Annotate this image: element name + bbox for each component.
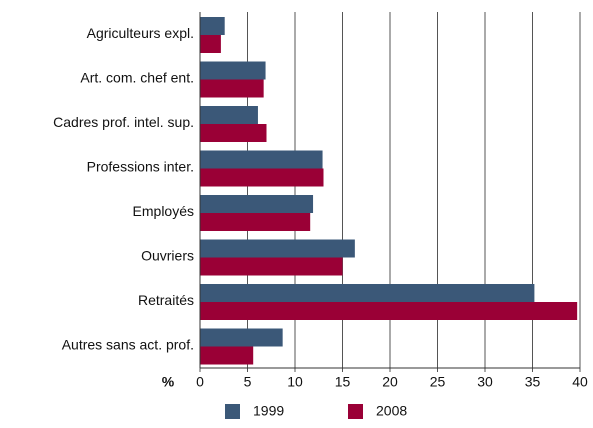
y-tick-label: Cadres prof. intel. sup. [53,114,194,130]
bar [200,328,283,347]
x-axis-label: % [162,374,175,390]
x-tick-label: 35 [525,374,541,390]
bar [200,302,578,320]
bar [200,17,225,35]
bar [200,284,535,302]
bar [200,106,258,124]
x-tick-label: 20 [382,374,398,390]
bar [200,168,324,187]
bar [200,150,323,169]
y-tick-label: Retraités [138,292,194,308]
bar [200,195,314,213]
bar [200,61,266,80]
bar [200,35,221,53]
x-tick-label: 10 [287,374,303,390]
x-tick-label: 15 [335,374,351,390]
legend-label: 1999 [253,403,284,419]
legend-swatch [348,404,363,419]
legend-label: 2008 [376,403,407,419]
bar [200,79,264,98]
bar [200,124,267,142]
y-tick-label: Employés [133,203,194,219]
y-tick-label: Professions inter. [87,158,194,174]
x-tick-label: 40 [572,374,588,390]
x-tick-label: 0 [196,374,204,390]
y-tick-label: Agriculteurs expl. [87,25,194,41]
bar [200,213,311,231]
x-tick-label: 5 [244,374,252,390]
bar [200,346,254,365]
bar [200,239,355,258]
y-tick-label: Ouvriers [141,247,194,263]
bar [200,257,343,276]
y-tick-label: Art. com. chef ent. [80,69,194,85]
x-tick-label: 30 [477,374,493,390]
y-tick-label: Autres sans act. prof. [62,336,194,352]
x-tick-label: 25 [430,374,446,390]
legend-swatch [225,404,240,419]
